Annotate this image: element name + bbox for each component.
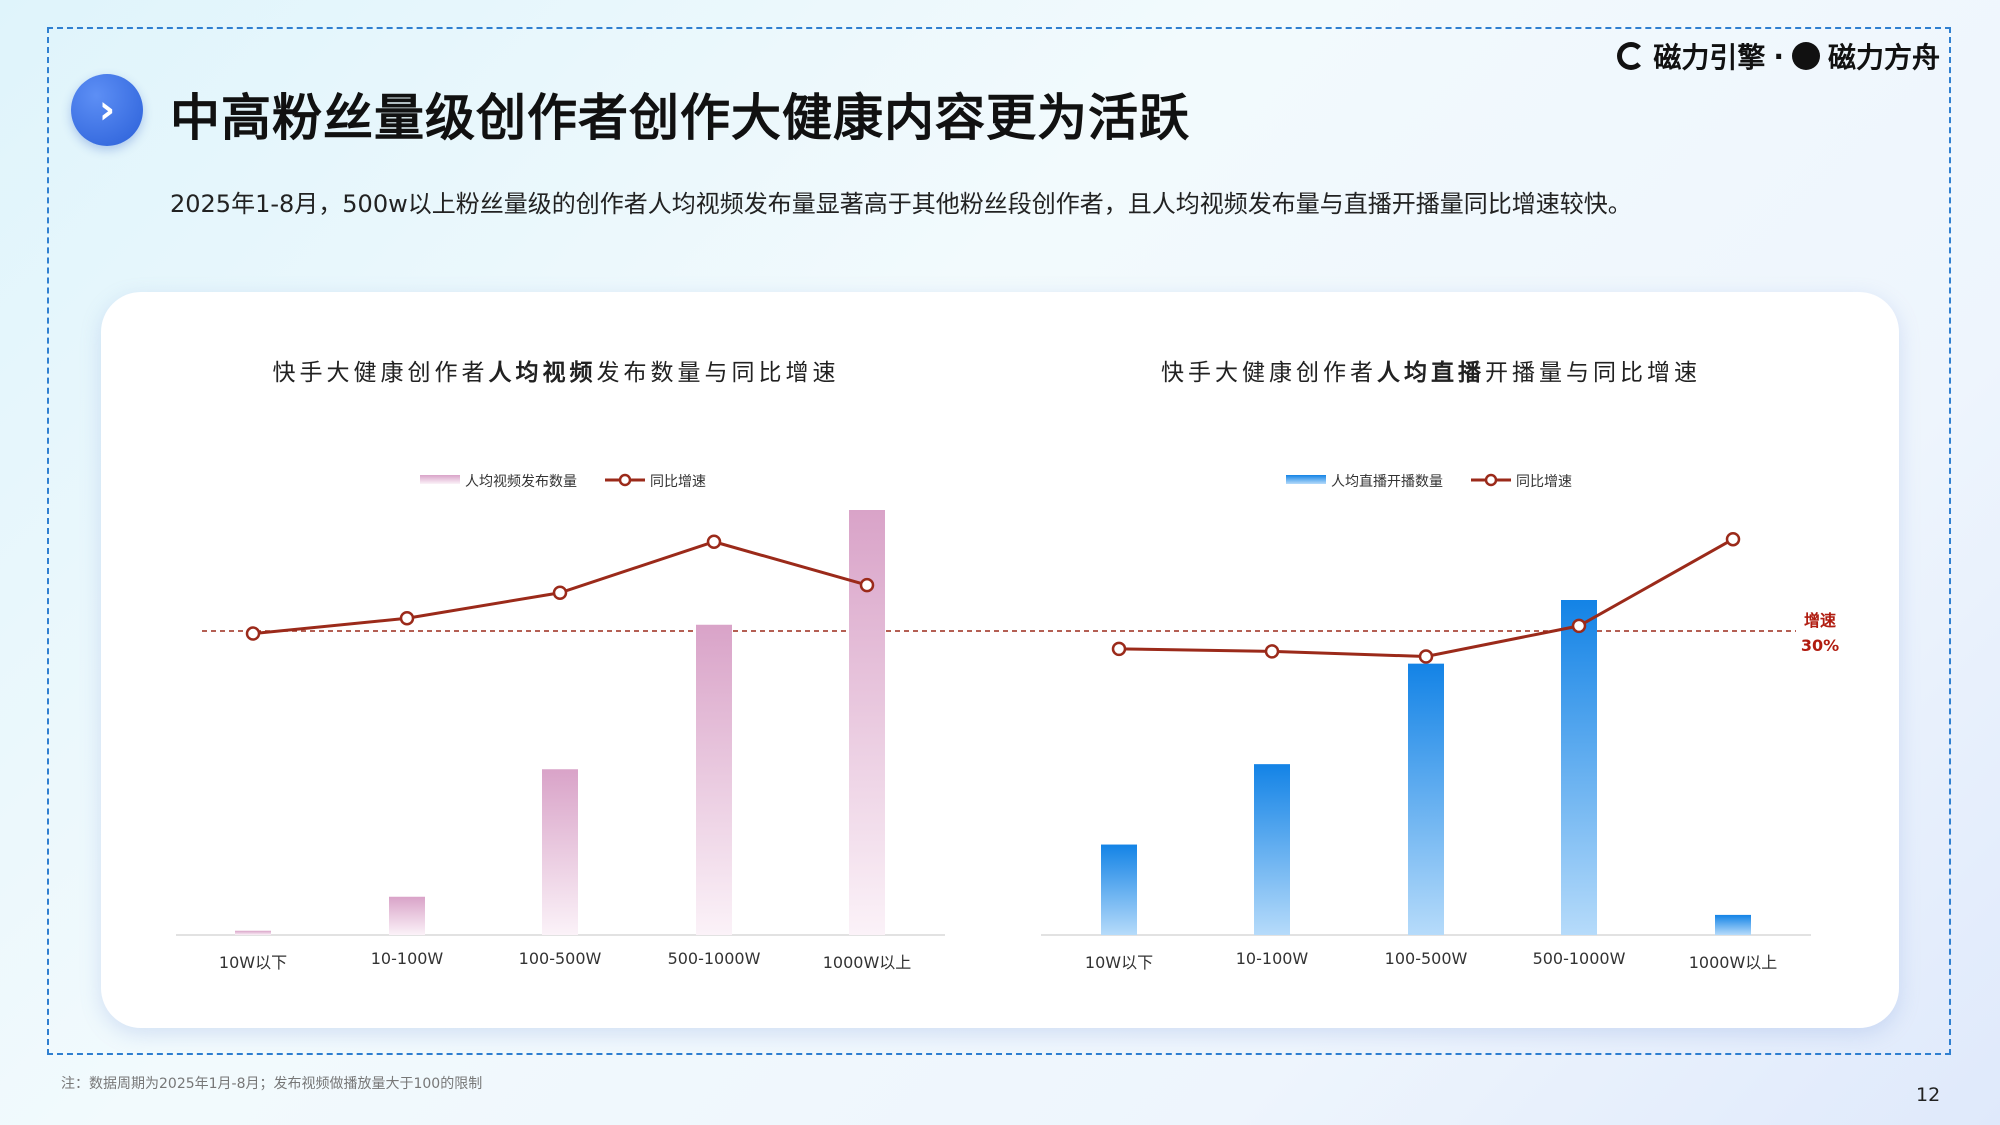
legend-bar-label: 人均视频发布数量 bbox=[465, 474, 577, 490]
legend-line-marker bbox=[1484, 473, 1498, 487]
growth-point-0-1 bbox=[399, 611, 415, 626]
growth-point-1-3 bbox=[1571, 618, 1587, 634]
bar-1-3 bbox=[1561, 600, 1597, 935]
page-title: 中高粉丝量级创作者创作大健康内容更为活跃 bbox=[170, 89, 1190, 147]
bar-1-0 bbox=[1101, 844, 1137, 935]
bar-0-4 bbox=[849, 510, 885, 935]
chevron-right-icon: › bbox=[71, 74, 143, 146]
legend-bar-label: 人均直播开播数量 bbox=[1331, 473, 1443, 490]
x-tick-label: 10-100W bbox=[371, 949, 444, 968]
page-subtitle: 2025年1-8月，500w以上粉丝量级的创作者人均视频发布量显著高于其他粉丝段… bbox=[170, 190, 1632, 218]
growth-point-1-0 bbox=[1111, 641, 1127, 657]
growth-line-1 bbox=[1118, 537, 1734, 659]
legend-bar-swatch bbox=[1286, 475, 1326, 484]
x-tick-label: 500-1000W bbox=[668, 949, 761, 968]
cili-ark-logo-icon bbox=[1791, 42, 1820, 70]
logo-2: 磁力方舟 bbox=[1827, 41, 1940, 74]
x-tick-label: 500-1000W bbox=[1533, 949, 1626, 968]
cili-engine-logo-icon bbox=[1617, 42, 1646, 70]
reference-value: 30% bbox=[1801, 636, 1839, 655]
x-tick-label: 10W以下 bbox=[219, 953, 287, 972]
x-tick-label: 100-500W bbox=[1385, 949, 1468, 968]
legend-line-marker bbox=[618, 473, 632, 487]
growth-point-1-1 bbox=[1264, 644, 1280, 659]
bar-1-2 bbox=[1408, 663, 1444, 935]
chart-title-1: 快手大健康创作者人均直播开播量与同比增速 bbox=[1161, 359, 1701, 386]
legend-line-label: 同比增速 bbox=[1516, 474, 1572, 490]
growth-point-0-4 bbox=[859, 577, 875, 593]
footnote: 注：数据周期为2025年1月-8月；发布视频做播放量大于100的限制 bbox=[61, 1076, 483, 1092]
growth-point-0-0 bbox=[245, 626, 261, 641]
growth-point-0-2 bbox=[552, 585, 568, 600]
brand-logos: 磁力引擎 · 磁力方舟 bbox=[1617, 36, 1940, 76]
bar-0-2 bbox=[542, 769, 578, 935]
x-tick-label: 1000W以上 bbox=[823, 953, 912, 972]
growth-point-0-3 bbox=[706, 534, 722, 549]
legend-line-label: 同比增速 bbox=[650, 474, 706, 490]
page-number: 12 bbox=[1916, 1084, 1941, 1106]
x-tick-label: 100-500W bbox=[519, 949, 602, 968]
content-frame bbox=[47, 27, 1951, 1055]
x-tick-label: 10-100W bbox=[1236, 949, 1309, 968]
bar-0-0 bbox=[235, 930, 271, 935]
bar-0-1 bbox=[389, 896, 425, 935]
legend-bar-swatch bbox=[420, 475, 460, 484]
x-tick-label: 10W以下 bbox=[1085, 953, 1153, 972]
chart-title-0: 快手大健康创作者人均视频发布数量与同比增速 bbox=[273, 359, 840, 386]
logo-separator: · bbox=[1773, 39, 1784, 73]
bar-1-4 bbox=[1715, 914, 1751, 935]
bar-1-1 bbox=[1254, 764, 1290, 935]
reference-label: 增速 bbox=[1804, 611, 1836, 630]
growth-point-1-2 bbox=[1418, 649, 1434, 664]
x-tick-label: 1000W以上 bbox=[1689, 953, 1778, 972]
growth-point-1-4 bbox=[1725, 531, 1741, 547]
logo-1: 磁力引擎 bbox=[1653, 41, 1766, 74]
bar-0-3 bbox=[696, 624, 732, 935]
